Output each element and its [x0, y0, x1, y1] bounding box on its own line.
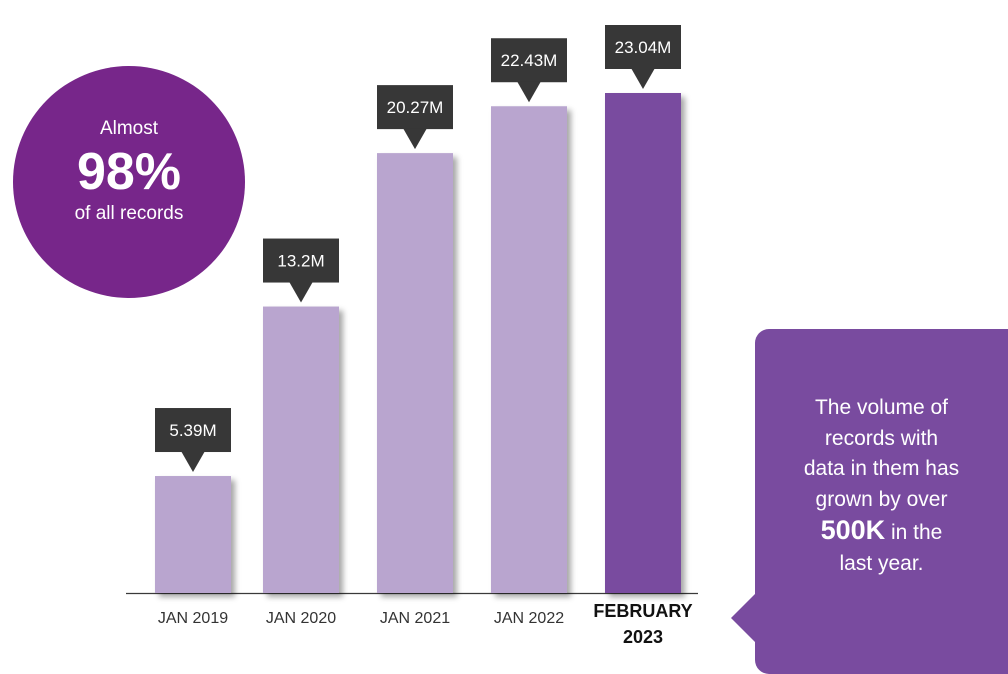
callout-line-5: 500K in the — [775, 515, 988, 549]
category-label: JAN 2021 — [380, 610, 450, 627]
data-label-text: 13.2M — [277, 252, 324, 271]
callout-text: The volume of records with data in them … — [775, 393, 988, 579]
callout-line-1: The volume of — [814, 396, 949, 419]
data-label: 13.2M — [263, 238, 339, 303]
bar — [491, 106, 567, 593]
data-label-text: 5.39M — [169, 421, 216, 440]
data-label-pointer — [181, 451, 205, 473]
callout-line-2: records with — [824, 426, 939, 450]
bar — [155, 476, 231, 593]
badge-percentage: 98% — [76, 143, 182, 201]
data-label-box — [377, 85, 453, 130]
data-label-text: 22.43M — [501, 51, 558, 70]
data-label-box — [263, 238, 339, 283]
percentage-badge: Almost 98% of all records — [13, 66, 245, 298]
data-label-pointer — [289, 281, 313, 303]
data-label-pointer — [517, 81, 541, 103]
bar — [605, 93, 681, 593]
callout-line-3: data in them has — [803, 457, 960, 480]
data-label-pointer — [631, 68, 655, 89]
data-label-box — [491, 38, 567, 83]
data-label: 5.39M — [155, 408, 231, 473]
data-label: 22.43M — [491, 38, 567, 103]
category-label: JAN 2020 — [266, 610, 336, 627]
data-label-text: 23.04M — [615, 38, 672, 57]
bar — [377, 153, 453, 593]
data-label-box — [155, 408, 231, 453]
data-label-box — [605, 25, 681, 69]
category-label: FEBRUARY — [593, 601, 692, 621]
category-label: JAN 2019 — [158, 610, 228, 627]
callout-after-highlight: in the — [885, 521, 943, 544]
bar — [263, 306, 339, 593]
callout-pointer — [731, 592, 757, 644]
badge-line-records: of all records — [74, 203, 184, 224]
category-label: JAN 2022 — [494, 610, 564, 627]
data-label-text: 20.27M — [387, 98, 444, 117]
data-label-pointer — [403, 128, 427, 150]
callout-line-4: grown by over — [815, 487, 948, 511]
badge-line-almost: Almost — [99, 118, 159, 139]
category-label: 2023 — [623, 627, 663, 647]
data-label: 20.27M — [377, 85, 453, 150]
callout-highlight: 500K — [820, 515, 886, 545]
data-label: 23.04M — [605, 25, 681, 89]
growth-callout: The volume of records with data in them … — [755, 329, 1008, 674]
callout-line-6: last year. — [839, 551, 924, 575]
